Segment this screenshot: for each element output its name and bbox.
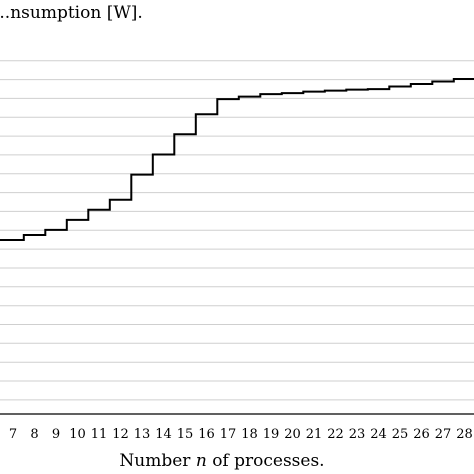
x-tick-label: 10 [69,427,86,442]
x-tick-label: 27 [435,427,452,442]
x-tick-label: 21 [306,427,323,442]
x-axis-title: Number n of processes. [119,451,324,471]
x-tick-label: 12 [112,427,129,442]
x-tick-label: 17 [220,427,237,442]
x-tick-labels: 7 8 9 10 11 12 13 14 15 16 17 18 19 20 21 22 23 24 25 26 27 2… [9,427,473,442]
x-tick-label: 23 [349,427,366,442]
x-axis-title-suffix: of processes. [212,451,324,471]
x-tick-label: 9 [52,427,60,442]
x-tick-label: 11 [91,427,108,442]
x-tick-label: 24 [370,427,387,442]
y-axis-title: ...nsumption [W]. [0,3,143,23]
x-tick-label: 8 [30,427,38,442]
horizontal-gridlines [0,60,474,401]
x-tick-label: 7 [9,427,17,442]
x-axis-title-prefix: Number [119,451,195,471]
x-tick-label: 19 [263,427,280,442]
x-tick-label: 25 [392,427,409,442]
x-axis-title-variable: n [196,451,207,471]
power-consumption-step-line [0,78,474,241]
x-tick-label: 26 [413,427,430,442]
x-tick-label: 20 [284,427,301,442]
x-tick-label: 16 [198,427,215,442]
x-tick-label: 22 [327,427,344,442]
x-tick-label: 15 [177,427,194,442]
x-tick-label: 13 [134,427,151,442]
x-tick-label: 18 [241,427,258,442]
x-tick-label: 14 [155,427,172,442]
x-tick-label: 28 [456,427,473,442]
